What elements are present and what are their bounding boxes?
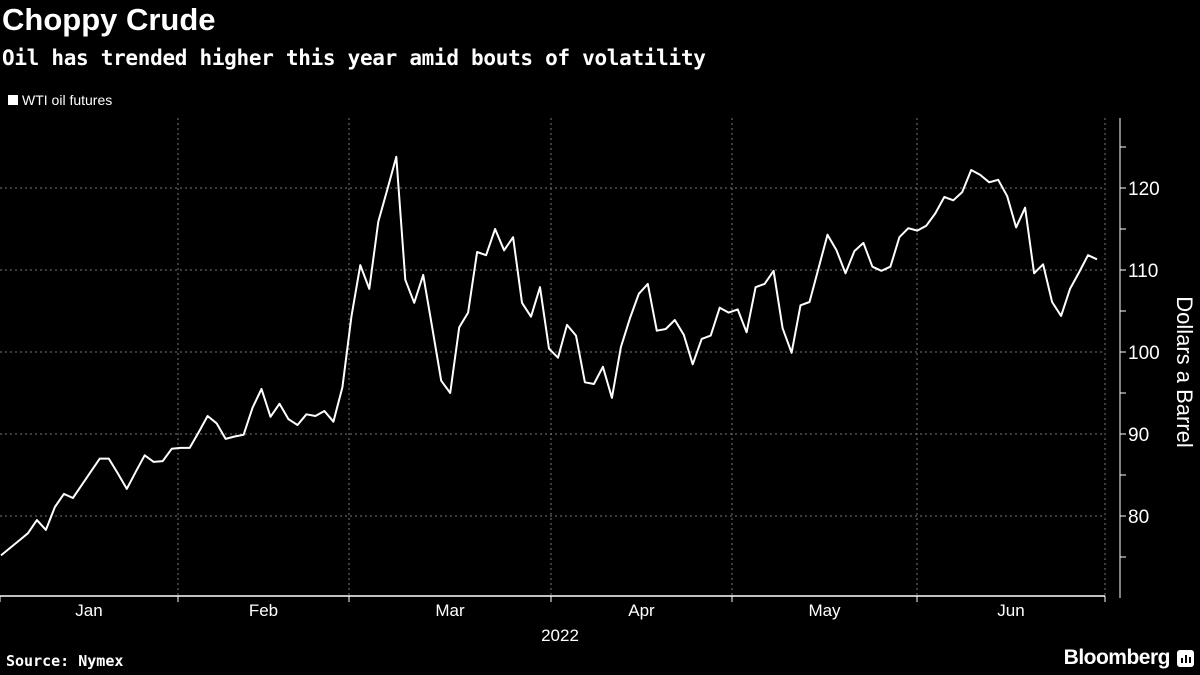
x-axis-label: 2022 <box>541 626 579 645</box>
bloomberg-chart-icon <box>1177 650 1194 667</box>
y-axis-label: Dollars a Barrel <box>1172 296 1197 448</box>
y-tick-label: 80 <box>1128 507 1149 528</box>
brand-logo: Bloomberg <box>1063 646 1171 669</box>
source-note: Source: Nymex <box>6 652 124 670</box>
y-tick-label: 120 <box>1128 179 1160 200</box>
x-tick-label: Feb <box>249 601 278 620</box>
y-tick-label: 100 <box>1128 343 1160 364</box>
x-tick-label: Jun <box>997 601 1024 620</box>
x-tick-label: Jan <box>75 601 102 620</box>
x-tick-label: Mar <box>435 601 465 620</box>
chart-subtitle: Oil has trended higher this year amid bo… <box>2 46 706 70</box>
y-tick-label: 90 <box>1128 425 1149 446</box>
legend: WTI oil futures <box>8 92 112 108</box>
legend-swatch <box>8 95 18 105</box>
chart-title: Choppy Crude <box>2 2 216 37</box>
y-tick-label: 110 <box>1128 261 1158 282</box>
series-line-wti <box>0 155 1098 557</box>
legend-label: WTI oil futures <box>22 92 113 108</box>
x-tick-label: Apr <box>628 601 655 620</box>
x-tick-label: May <box>808 601 841 620</box>
